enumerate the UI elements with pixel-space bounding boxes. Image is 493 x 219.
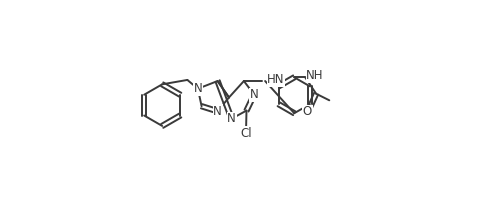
Text: N: N — [213, 105, 222, 118]
Text: Cl: Cl — [240, 127, 252, 140]
Text: N: N — [227, 112, 236, 125]
Text: HN: HN — [267, 73, 285, 87]
Text: N: N — [194, 82, 202, 95]
Text: NH: NH — [306, 69, 324, 82]
Text: N: N — [250, 88, 258, 101]
Text: O: O — [303, 105, 312, 118]
